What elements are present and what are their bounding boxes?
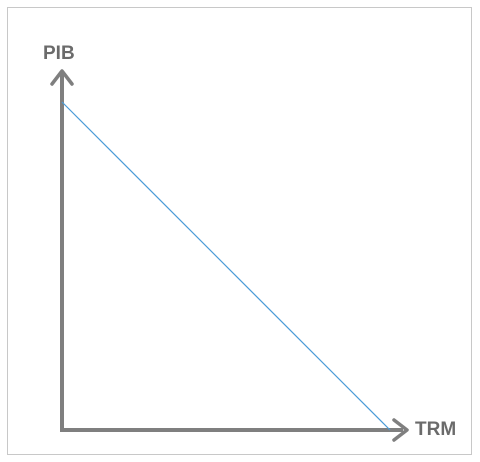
pib-trm-line: [61, 101, 391, 431]
diagram-frame: [7, 7, 472, 455]
x-axis-arrowhead: [392, 418, 409, 442]
x-axis-label: TRM: [415, 419, 457, 440]
y-axis-arrowhead: [50, 69, 74, 86]
y-axis-label: PIB: [43, 43, 75, 64]
